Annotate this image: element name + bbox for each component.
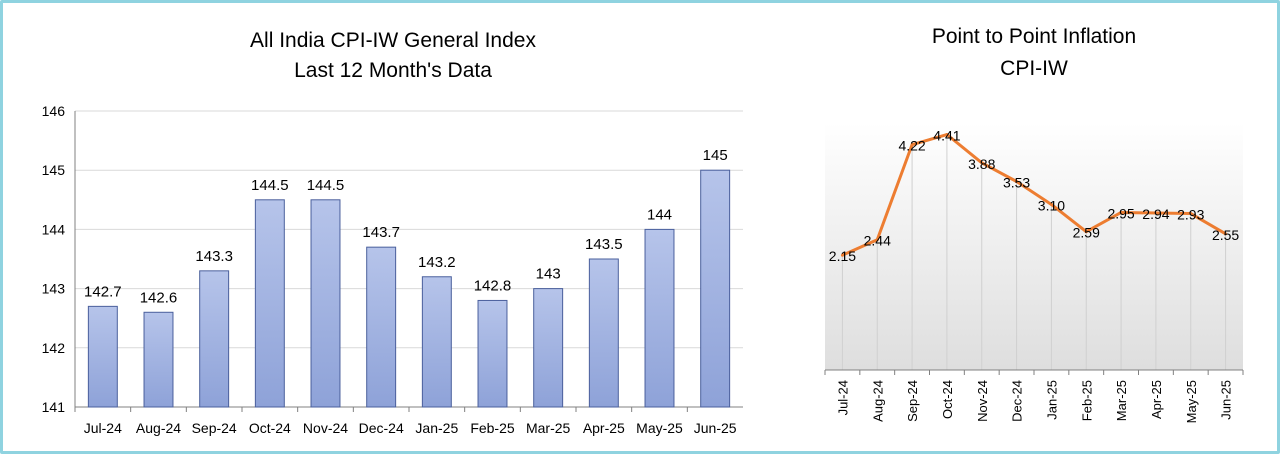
bar (310, 199, 341, 408)
line-data-label: 4.41 (933, 128, 960, 144)
bar (700, 169, 731, 408)
line-point (980, 161, 984, 165)
line-data-label: 2.15 (829, 248, 856, 264)
line-x-tick-label: Jul-24 (835, 380, 850, 415)
line-chart: Point to Point Inflation CPI-IW 2.15 2.44… (824, 25, 1244, 423)
line-x-tick-label: Aug-24 (870, 380, 885, 422)
bar-y-tick-label: 142 (42, 340, 66, 356)
bar-data-label: 142.7 (84, 283, 122, 300)
bar-x-tick-label: Aug-24 (136, 420, 181, 436)
line-data-label: 2.44 (864, 233, 891, 249)
bar-x-tick-label: Jun-25 (694, 420, 737, 436)
line-data-label: 2.94 (1142, 206, 1169, 222)
bar (588, 258, 619, 408)
line-x-tick-label: Jun-25 (1219, 380, 1234, 420)
line-data-label: 2.95 (1107, 205, 1134, 221)
line-x-tick-label: Nov-24 (975, 380, 990, 422)
line-x-tick-label: Sep-24 (905, 380, 920, 422)
bar-data-label: 142.8 (474, 277, 512, 294)
line-point (910, 143, 914, 147)
bar-data-label: 143.2 (418, 254, 456, 271)
bar-x-tick-label: Oct-24 (249, 420, 291, 436)
line-point (1049, 202, 1053, 206)
bar-chart-subtitle: Last 12 Month's Data (294, 59, 492, 82)
bar (87, 305, 118, 408)
line-point (1084, 230, 1088, 234)
bar-x-tick-label: Apr-25 (583, 420, 625, 436)
bar (477, 299, 508, 408)
bar-x-tick-label: Jan-25 (415, 420, 458, 436)
line-x-axis (824, 369, 1244, 375)
line-x-tick-label: Dec-24 (1010, 380, 1025, 422)
bar-data-label: 143.7 (362, 224, 400, 241)
bar-x-tick-label: May-25 (636, 420, 683, 436)
line-point (840, 253, 844, 257)
line-plot-background (825, 123, 1243, 370)
line-x-tick-label: Feb-25 (1079, 380, 1094, 421)
line-x-tick-label: Apr-25 (1149, 380, 1164, 419)
bar-x-tick-label: Jul-24 (84, 420, 122, 436)
line-x-tick-label: Oct-24 (940, 380, 955, 419)
bar (421, 276, 452, 408)
line-data-label: 2.93 (1177, 207, 1204, 223)
bar-data-label: 143 (536, 266, 561, 283)
bar-x-tick-label: Nov-24 (303, 420, 348, 436)
line-x-tick-labels: Jul-24 Aug-24 Sep-24 Oct-24 Nov-24 Dec-24 Jan-… (835, 380, 1233, 423)
line-chart-subtitle: CPI-IW (1000, 57, 1068, 80)
line-point (1119, 210, 1123, 214)
line-point (945, 133, 949, 137)
bar-data-labels: 142.7 142.6 143.3 144.5 144.5 143.7 143.2 142.8… (84, 147, 728, 306)
line-point (1224, 232, 1228, 236)
bar-y-tick-label: 145 (42, 162, 66, 178)
bar-y-tick-label: 144 (42, 221, 66, 237)
bar (366, 246, 397, 408)
bar-x-tick-label: Dec-24 (359, 420, 404, 436)
bar-data-label: 142.6 (140, 289, 178, 306)
line-point (875, 238, 879, 242)
line-x-tick-label: Mar-25 (1114, 380, 1129, 421)
bar-y-tick-label: 141 (42, 399, 66, 415)
bar (199, 270, 230, 408)
line-data-label: 2.55 (1212, 227, 1239, 243)
line-point (1015, 179, 1019, 183)
bar-data-label: 145 (703, 147, 728, 164)
bar-chart-title: All India CPI-IW General Index (250, 29, 536, 52)
line-x-tick-label: Jan-25 (1044, 380, 1059, 420)
line-drop-lines (841, 134, 1227, 370)
line-series (840, 133, 1228, 257)
bar-data-label: 143.3 (195, 248, 233, 265)
bar (143, 311, 174, 408)
line-x-tick-label: May-25 (1184, 380, 1199, 423)
line-data-label: 3.88 (968, 156, 995, 172)
bar-x-tick-label: Feb-25 (470, 420, 515, 436)
line-point (1154, 211, 1158, 215)
bar-x-tick-label: Sep-24 (192, 420, 237, 436)
line-path (841, 133, 1227, 257)
bar-x-tick-label: Mar-25 (526, 420, 571, 436)
bar (533, 288, 564, 408)
bar (254, 199, 285, 408)
line-data-label: 3.53 (1003, 174, 1030, 190)
line-chart-title: Point to Point Inflation (932, 25, 1136, 48)
line-data-label: 2.59 (1073, 225, 1100, 241)
bar (644, 228, 675, 408)
bar-gridlines (75, 110, 743, 408)
line-data-labels: 2.15 2.44 4.22 4.41 3.88 3.53 3.10 2.59 2.95 2.94… (829, 128, 1240, 265)
line-data-label: 3.10 (1038, 197, 1065, 213)
bar-data-label: 144.5 (251, 177, 289, 194)
bar-x-axis: Jul-24 Aug-24 Sep-24 Oct-24 Nov-24 Dec-24 Jan-… (74, 407, 737, 436)
bar-y-tick-label: 146 (42, 103, 66, 119)
bar-data-label: 144 (647, 206, 672, 223)
bar-chart: All India CPI-IW General Index Last 12 M… (42, 29, 743, 436)
bar-data-label: 144.5 (307, 177, 345, 194)
line-point (1189, 212, 1193, 216)
bar-y-tick-label: 143 (42, 281, 66, 297)
line-data-label: 4.22 (898, 138, 925, 154)
bar-series (87, 169, 731, 408)
bar-data-label: 143.5 (585, 236, 623, 253)
